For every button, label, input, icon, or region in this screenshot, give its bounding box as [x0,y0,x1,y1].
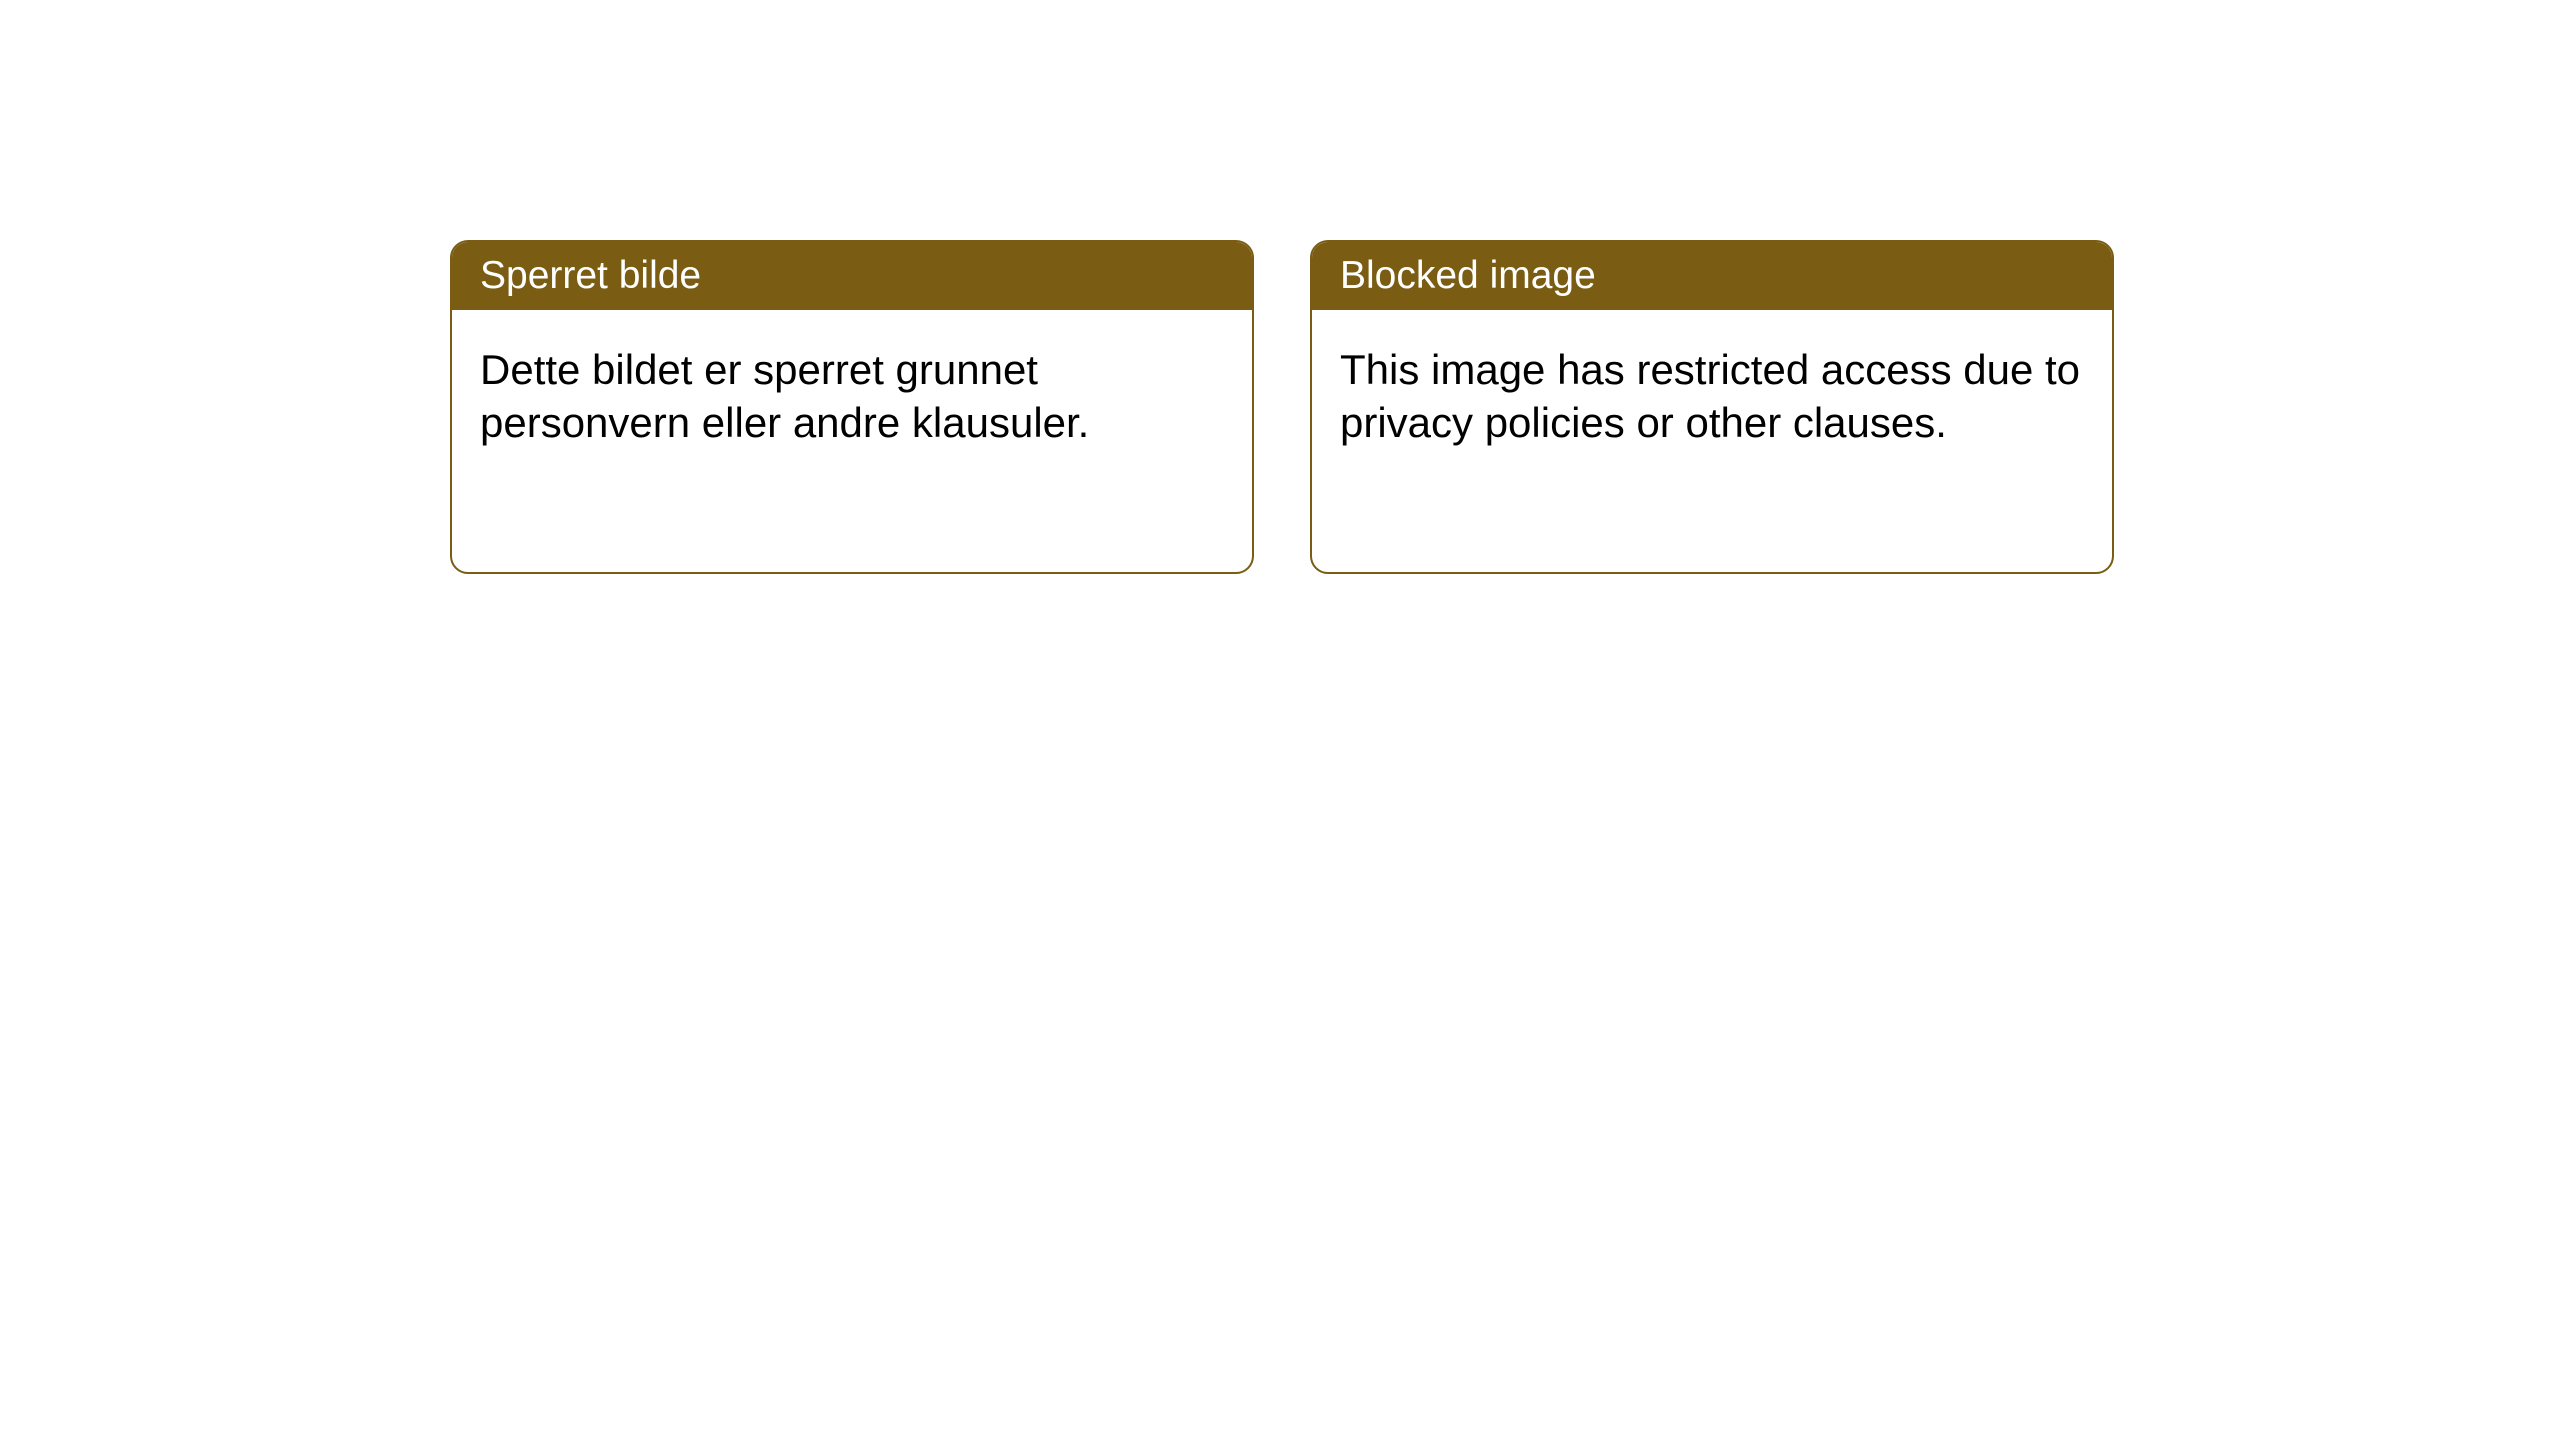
blocked-image-card-en: Blocked image This image has restricted … [1310,240,2114,574]
cards-container: Sperret bilde Dette bildet er sperret gr… [0,0,2560,574]
card-header-no: Sperret bilde [452,242,1252,310]
card-body-en: This image has restricted access due to … [1312,310,2112,483]
blocked-image-card-no: Sperret bilde Dette bildet er sperret gr… [450,240,1254,574]
card-header-en: Blocked image [1312,242,2112,310]
card-body-no: Dette bildet er sperret grunnet personve… [452,310,1252,483]
